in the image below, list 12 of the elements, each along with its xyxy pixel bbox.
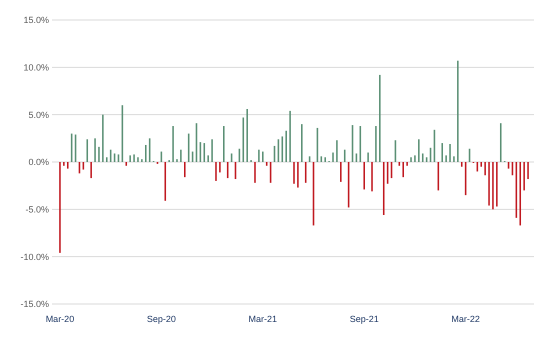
y-tick-label: 5.0% xyxy=(28,110,49,120)
x-tick-label: Mar-20 xyxy=(46,314,74,324)
x-tick-label: Sep-20 xyxy=(146,314,176,324)
y-tick-label: -10.0% xyxy=(20,252,49,262)
y-tick-label: 10.0% xyxy=(23,62,49,72)
y-tick-label: -15.0% xyxy=(20,299,49,310)
y-tick-label: 0.0% xyxy=(28,157,49,168)
x-tick-label: Mar-21 xyxy=(248,314,278,324)
x-tick-label: Mar-22 xyxy=(451,314,480,324)
y-tick-label: 15.0% xyxy=(23,15,49,26)
x-tick-label: Sep-21 xyxy=(350,314,379,324)
y-tick-label: -5.0% xyxy=(25,204,49,214)
